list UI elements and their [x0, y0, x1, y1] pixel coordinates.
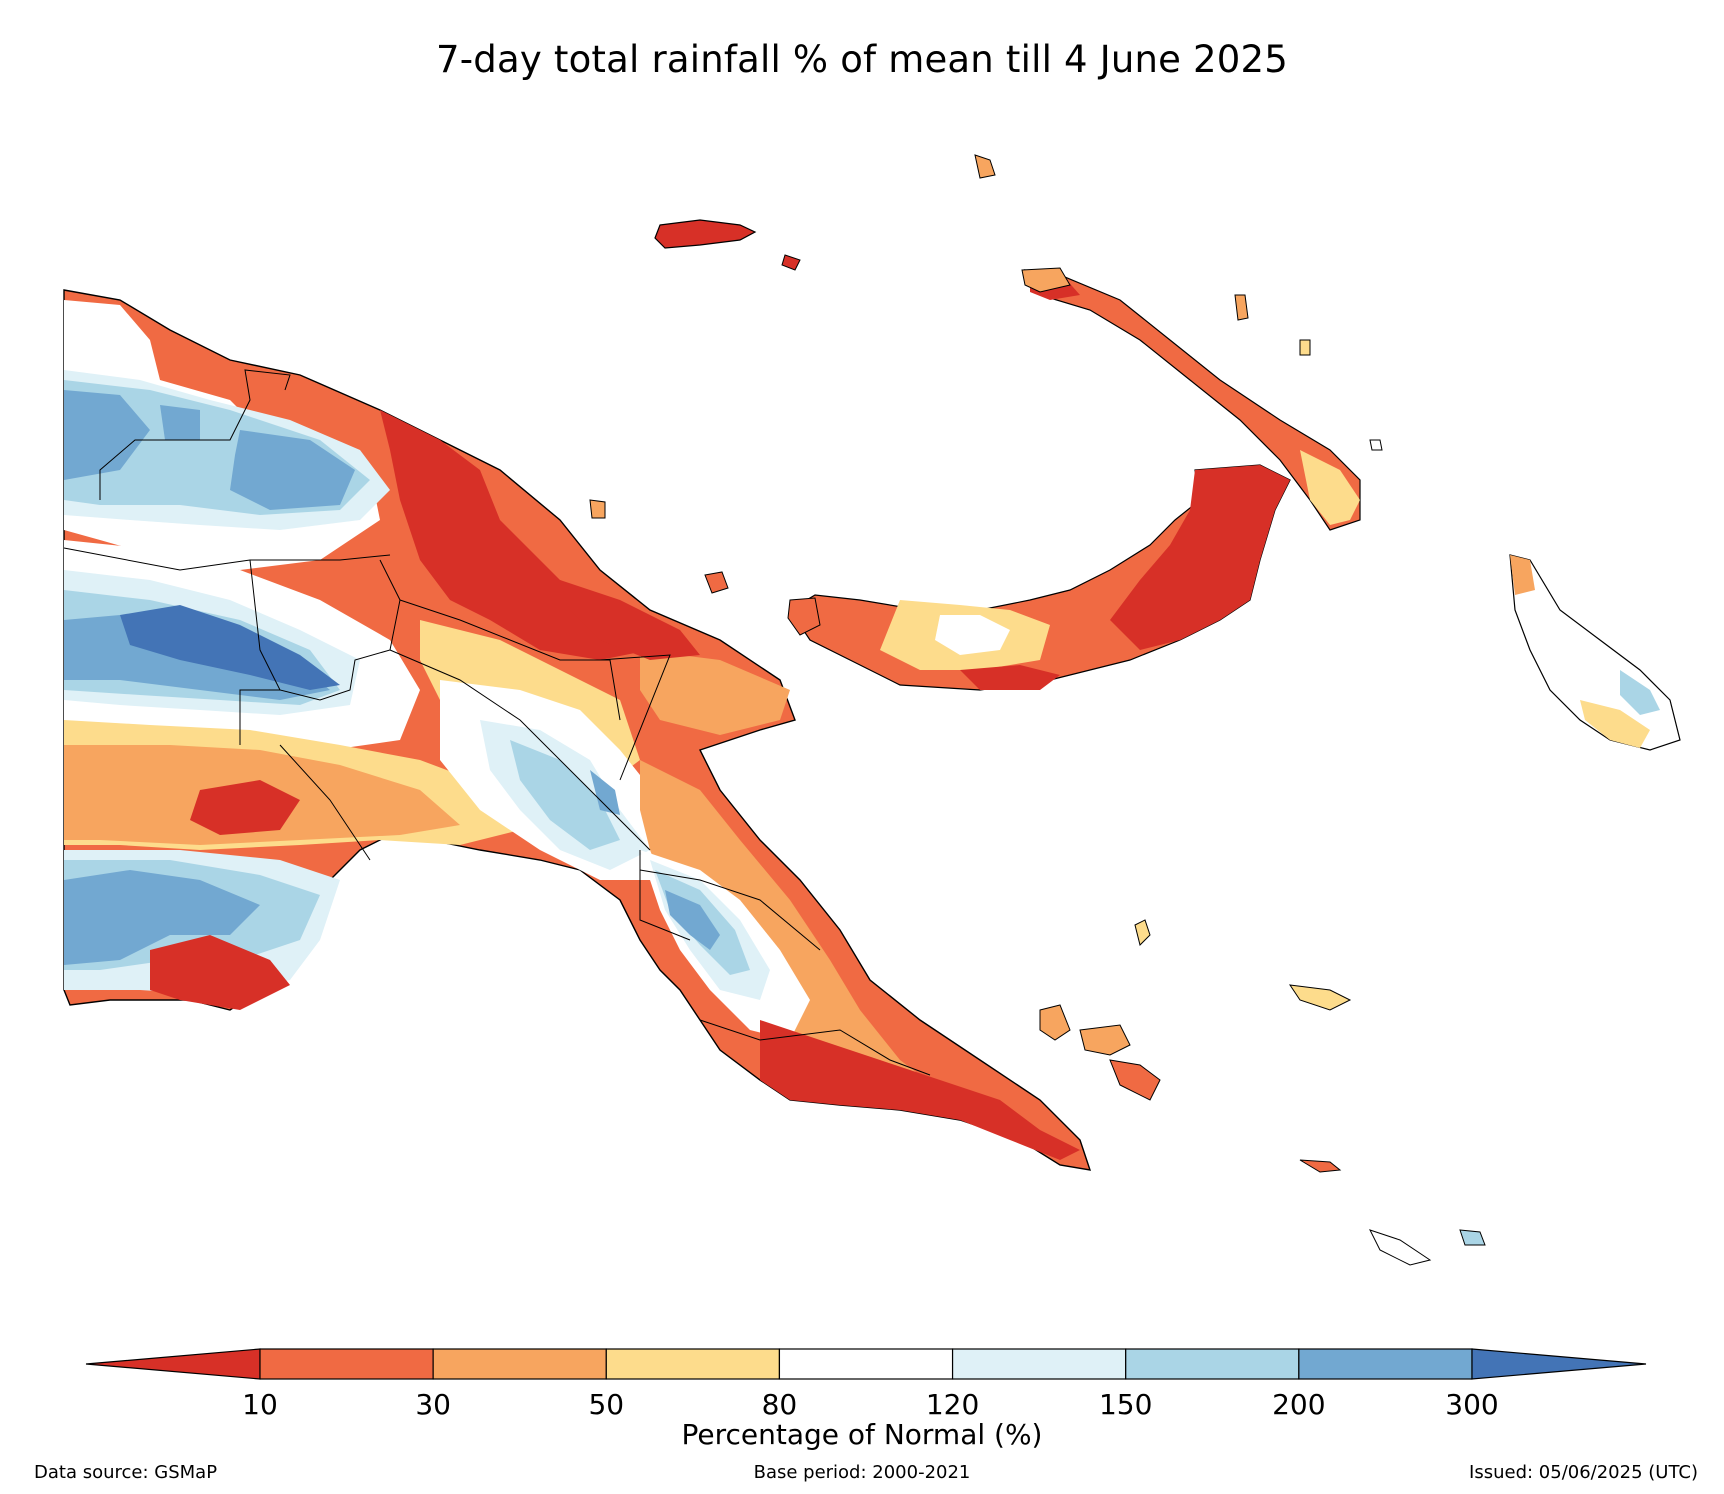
- goodenough-island: [1039, 1004, 1071, 1041]
- long-island: [787, 597, 821, 636]
- colorbar-box: [432, 1348, 607, 1380]
- mainland: [63, 289, 1092, 1171]
- rossel-island: [1459, 1229, 1486, 1246]
- misima-island: [1299, 1159, 1342, 1173]
- colorbar: [85, 1348, 1647, 1380]
- colorbar-box: [259, 1348, 434, 1380]
- zone-orange-ne: [640, 650, 790, 735]
- bougainville-orange: [1510, 555, 1535, 595]
- zone-dblue-s: [64, 870, 260, 965]
- manus-island: [654, 219, 757, 249]
- issued-text: Issued: 05/06/2025 (UTC): [1469, 1462, 1698, 1483]
- map-title: 7-day total rainfall % of mean till 4 Ju…: [435, 38, 1289, 81]
- zone-dblue-nw: [64, 390, 355, 510]
- colorbar-tick-label: 120: [925, 1388, 980, 1421]
- data-source-text: Data source: GSMaP: [34, 1462, 218, 1483]
- mussau-island: [974, 154, 996, 179]
- nissan-island: [1369, 439, 1383, 451]
- normanby-island: [1109, 1059, 1161, 1101]
- zone-red-se: [760, 1020, 1080, 1160]
- colorbar-box: [951, 1348, 1127, 1380]
- bougainville-blue: [1620, 670, 1660, 715]
- colorbar-tick-label: 10: [242, 1388, 278, 1421]
- zone-red-s: [150, 935, 290, 1010]
- new-ireland-yellow: [1300, 450, 1360, 525]
- zone-dblue-c: [590, 770, 620, 815]
- colorbar-tick-label: 200: [1272, 1388, 1326, 1421]
- colorbar-tick-label: 300: [1445, 1388, 1499, 1421]
- sudest-island: [1369, 1229, 1432, 1266]
- karkar-island: [589, 499, 606, 519]
- colorbar-box: [778, 1348, 954, 1380]
- colorbar-tick-label: 80: [761, 1388, 798, 1421]
- colorbar-box: [1298, 1348, 1473, 1380]
- woodlark-island: [1288, 984, 1352, 1011]
- zone-red-madang: [560, 580, 700, 660]
- new-britain-white: [935, 615, 1010, 655]
- zone-darkest-w2: [120, 605, 340, 690]
- base-period-text: Base period: 2000-2021: [753, 1462, 971, 1483]
- trobriand-island: [1134, 919, 1151, 946]
- umboi-island: [704, 571, 729, 594]
- zone-blue-c: [510, 740, 620, 850]
- colorbar-extend-low: [85, 1348, 261, 1380]
- colorbar-title: Percentage of Normal (%): [681, 1418, 1043, 1451]
- colorbar-tick-label: 30: [415, 1388, 451, 1421]
- zone-dblue-se: [665, 890, 720, 950]
- province-borders: [63, 369, 931, 1076]
- colorbar-box: [605, 1348, 781, 1380]
- colorbar-tick-label: 150: [1098, 1388, 1153, 1421]
- zone-red-sw: [190, 780, 300, 835]
- colorbar-extend-high: [1471, 1348, 1647, 1380]
- new-britain-red: [1110, 465, 1290, 650]
- new-hanover: [1021, 267, 1071, 293]
- bougainville-yellow: [1580, 700, 1650, 748]
- fergusson-island: [1079, 1024, 1131, 1056]
- feni-island: [1234, 294, 1249, 321]
- colorbar-tick-label: 50: [588, 1388, 625, 1421]
- lihir-island: [1299, 339, 1311, 356]
- manus-tip: [781, 254, 801, 271]
- zone-orange-se: [640, 760, 940, 1100]
- new-britain-red-s: [960, 665, 1060, 690]
- colorbar-box: [1125, 1348, 1300, 1380]
